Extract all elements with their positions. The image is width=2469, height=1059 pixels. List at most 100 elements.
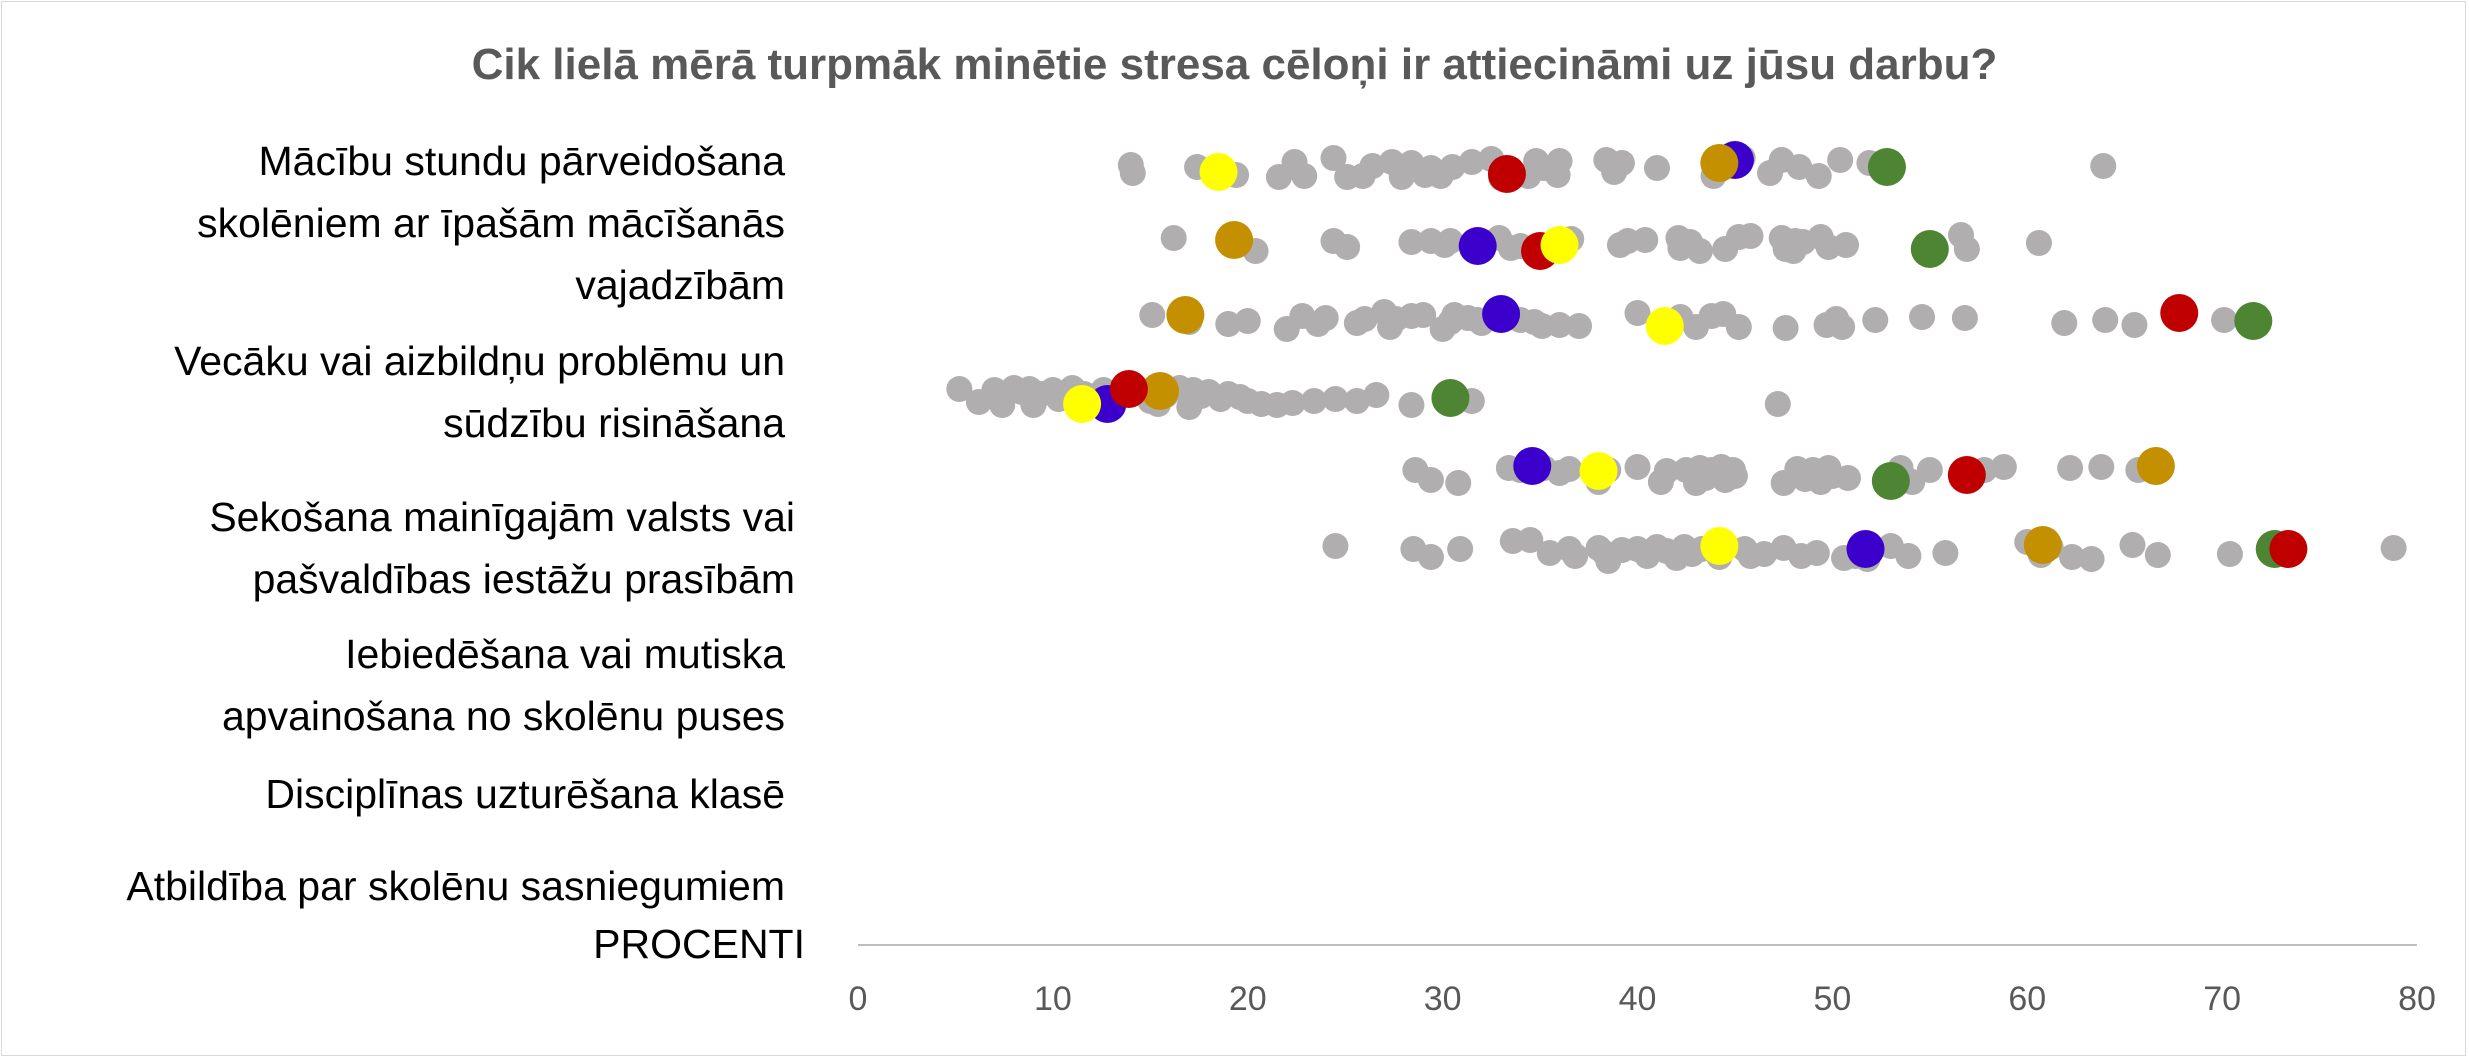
category-label-line: Disciplīnas uzturēšana klasē xyxy=(265,771,785,817)
highlight-point-red xyxy=(2160,294,2199,332)
highlight-point-green xyxy=(1871,462,1910,500)
data-point xyxy=(2092,307,2119,333)
category-label: Mācību stundu pārveidošana skolēniem ar ī… xyxy=(25,130,785,316)
highlight-point-gold xyxy=(2023,526,2062,564)
data-point xyxy=(1632,227,1659,253)
data-point xyxy=(1566,313,1593,339)
category-label: Sekošana mainīgajām valsts vai pašvaldība… xyxy=(25,486,795,610)
data-point xyxy=(1234,308,1261,334)
data-point xyxy=(1322,533,1349,559)
category-label-line: Vecāku vai aizbildņu problēmu un xyxy=(174,338,785,384)
data-point xyxy=(1320,145,1347,171)
category-label-line: pašvaldības iestāžu prasībām xyxy=(252,556,795,602)
data-point xyxy=(1020,392,1047,418)
data-point xyxy=(1833,232,1860,258)
category-label-line: sūdzību risināšana xyxy=(443,400,785,446)
data-point xyxy=(1546,312,1573,338)
category-label: Atbildība par skolēnu sasniegumiem xyxy=(25,855,785,917)
category-label-line: Atbildība par skolēnu sasniegumiem xyxy=(126,863,785,909)
data-point xyxy=(1176,394,1203,420)
highlight-point-gold xyxy=(2136,447,2175,485)
data-point xyxy=(1829,314,1856,340)
category-label-line: Mācību stundu pārveidošana xyxy=(258,138,785,184)
data-point xyxy=(2119,532,2146,558)
data-point xyxy=(1437,228,1464,254)
highlight-point-yellow xyxy=(1063,385,1102,423)
highlight-point-yellow xyxy=(1645,307,1684,345)
data-point xyxy=(1417,467,1444,493)
data-point xyxy=(1398,392,1425,418)
data-point xyxy=(1160,225,1187,251)
data-point xyxy=(1686,238,1713,264)
highlight-point-red xyxy=(1487,155,1526,193)
data-point xyxy=(1608,150,1635,176)
data-point xyxy=(2144,542,2171,568)
data-point xyxy=(1458,149,1485,175)
highlight-point-red xyxy=(1109,370,1148,408)
category-label-line: skolēniem ar īpašām mācīšanās xyxy=(197,200,785,246)
data-point xyxy=(1536,540,1563,566)
category-label-line: Iebiedēšana vai mutiska xyxy=(345,631,785,677)
data-point xyxy=(2088,454,2115,480)
data-point xyxy=(1786,154,1813,180)
highlight-point-yellow xyxy=(1579,452,1618,490)
highlight-point-blue xyxy=(1513,447,1552,485)
category-label-line: vajadzībām xyxy=(575,262,785,308)
data-point xyxy=(2380,535,2407,561)
data-point xyxy=(1556,456,1583,482)
highlight-point-yellow xyxy=(1700,527,1739,565)
data-point xyxy=(2216,541,2243,567)
x-tick-label: 40 xyxy=(1619,980,1657,1018)
x-tick-label: 20 xyxy=(1229,980,1267,1018)
data-point xyxy=(1803,540,1830,566)
data-point xyxy=(1990,454,2017,480)
highlight-point-yellow xyxy=(1540,226,1579,264)
data-point xyxy=(2121,312,2148,338)
data-point xyxy=(1410,302,1437,328)
data-point xyxy=(1951,305,1978,331)
data-point xyxy=(1417,544,1444,570)
data-point xyxy=(1398,229,1425,255)
highlight-point-red xyxy=(1947,456,1986,494)
highlight-point-gold xyxy=(1215,221,1254,259)
data-point xyxy=(1139,302,1166,328)
data-point xyxy=(1862,307,1889,333)
highlight-point-green xyxy=(1431,379,1470,417)
data-point xyxy=(1359,153,1386,179)
category-label-line: apvainošana no skolēnu puses xyxy=(221,693,785,739)
data-point xyxy=(1312,305,1339,331)
data-point xyxy=(1909,304,1936,330)
data-point xyxy=(1721,463,1748,489)
x-tick-label: 60 xyxy=(2008,980,2046,1018)
data-point xyxy=(2057,455,2084,481)
highlight-point-gold xyxy=(1700,144,1739,182)
highlight-point-blue xyxy=(1846,530,1885,568)
data-point xyxy=(1517,527,1544,553)
data-point xyxy=(1301,388,1328,414)
data-point xyxy=(1334,234,1361,260)
data-point xyxy=(1322,386,1349,412)
data-point xyxy=(1562,543,1589,569)
data-point xyxy=(2078,546,2105,572)
data-point xyxy=(2211,307,2238,333)
data-point xyxy=(1725,314,1752,340)
data-point xyxy=(1291,163,1318,189)
category-label: Disciplīnas uzturēšana klasē xyxy=(25,763,785,825)
x-axis-label: PROCENTI xyxy=(593,921,805,967)
data-point xyxy=(1643,155,1670,181)
category-label: Vecāku vai aizbildņu problēmu un sūdzību … xyxy=(25,330,785,454)
highlight-point-blue xyxy=(1482,295,1521,333)
data-point xyxy=(1805,163,1832,189)
data-point xyxy=(1834,465,1861,491)
data-point xyxy=(1932,540,1959,566)
data-point xyxy=(1215,311,1242,337)
highlight-point-blue xyxy=(1458,227,1497,265)
highlight-point-red xyxy=(2269,530,2308,568)
data-point xyxy=(1916,457,1943,483)
data-point xyxy=(1546,148,1573,174)
data-point xyxy=(1279,390,1306,416)
data-point xyxy=(2059,544,2086,570)
data-point xyxy=(946,376,973,402)
